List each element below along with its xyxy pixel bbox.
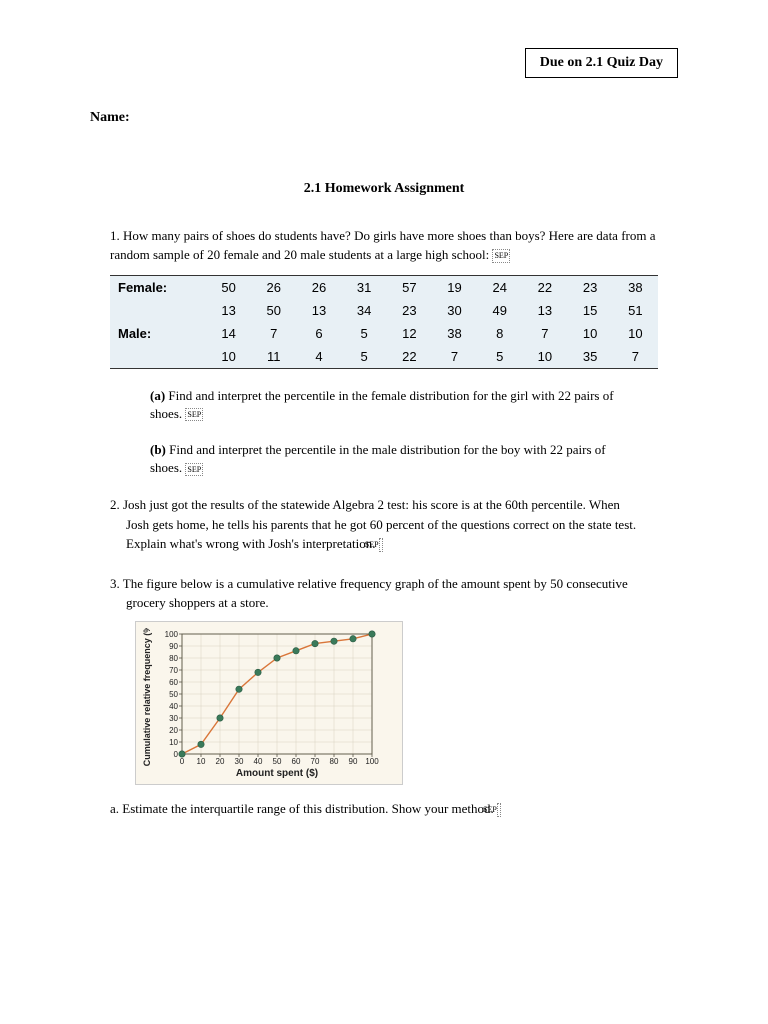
table-cell: 11	[251, 345, 296, 369]
table-cell: 34	[342, 299, 387, 322]
svg-text:10: 10	[197, 757, 206, 766]
q3-intro-text: 3. The figure below is a cumulative rela…	[110, 576, 628, 611]
name-label: Name:	[90, 110, 678, 126]
q1b-label: (b)	[150, 442, 166, 457]
table-cell: 7	[613, 345, 658, 369]
table-cell: 51	[613, 299, 658, 322]
q1b-text: Find and interpret the percentile in the…	[150, 442, 606, 475]
svg-text:30: 30	[169, 714, 178, 723]
due-date-box: Due on 2.1 Quiz Day	[525, 48, 678, 78]
table-cell: 50	[206, 275, 251, 299]
svg-text:40: 40	[169, 702, 178, 711]
table-cell: 5	[342, 322, 387, 345]
svg-text:70: 70	[311, 757, 320, 766]
table-cell: 7	[522, 322, 567, 345]
svg-text:70: 70	[169, 666, 178, 675]
q2: 2. Josh just got the results of the stat…	[110, 495, 638, 554]
table-cell: 50	[251, 299, 296, 322]
svg-text:90: 90	[169, 642, 178, 651]
table-cell: 15	[568, 299, 613, 322]
svg-text:20: 20	[169, 726, 178, 735]
table-cell: 57	[387, 275, 432, 299]
table-cell: 23	[568, 275, 613, 299]
table-cell: 10	[206, 345, 251, 369]
q3-intro: 3. The figure below is a cumulative rela…	[110, 574, 638, 613]
svg-text:Amount spent ($): Amount spent ($)	[236, 768, 318, 779]
table-cell: 10	[568, 322, 613, 345]
svg-text:0: 0	[180, 757, 185, 766]
table-cell: 22	[387, 345, 432, 369]
q1-part-b: (b) Find and interpret the percentile in…	[150, 441, 638, 477]
table-cell: 5	[477, 345, 522, 369]
table-cell: 35	[568, 345, 613, 369]
q3-part-a: a. Estimate the interquartile range of t…	[110, 799, 638, 819]
svg-text:50: 50	[273, 757, 282, 766]
table-cell: 31	[342, 275, 387, 299]
chart-svg: 00 10 10 20 20 30 30 40 40 50 50 60 60 70 70 80 80 90 90 10…	[138, 628, 380, 780]
svg-text:10: 10	[169, 738, 178, 747]
table-cell: 6	[296, 322, 341, 345]
q1a-text: Find and interpret the percentile in the…	[150, 388, 614, 421]
q1-intro-text: 1. How many pairs of shoes do students h…	[110, 228, 656, 262]
sep-marker: SEP	[185, 463, 203, 476]
table-cell: 8	[477, 322, 522, 345]
table-cell: 38	[613, 275, 658, 299]
svg-text:0: 0	[174, 750, 179, 759]
table-cell: 49	[477, 299, 522, 322]
svg-text:60: 60	[169, 678, 178, 687]
table-cell: 13	[522, 299, 567, 322]
table-cell: 23	[387, 299, 432, 322]
svg-text:40: 40	[254, 757, 263, 766]
cumulative-frequency-chart: 00 10 10 20 20 30 30 40 40 50 50 60 60 70 70 80 80 90 90 10…	[135, 621, 403, 785]
table-cell: 22	[522, 275, 567, 299]
sep-marker: SEP	[492, 249, 510, 263]
q1-intro: 1. How many pairs of shoes do students h…	[110, 227, 658, 265]
shoe-data-table: Female:502626315719242223381350133423304…	[110, 275, 658, 369]
svg-text:100: 100	[165, 630, 179, 639]
sep-marker: SEP	[497, 803, 501, 817]
table-cell: 7	[251, 322, 296, 345]
table-cell: 26	[296, 275, 341, 299]
table-cell: 24	[477, 275, 522, 299]
table-cell: 5	[342, 345, 387, 369]
svg-text:90: 90	[349, 757, 358, 766]
table-cell: 38	[432, 322, 477, 345]
table-cell: 26	[251, 275, 296, 299]
svg-text:30: 30	[235, 757, 244, 766]
table-cell: 4	[296, 345, 341, 369]
table-cell: 10	[613, 322, 658, 345]
table-cell: 13	[296, 299, 341, 322]
svg-text:50: 50	[169, 690, 178, 699]
due-date-text: Due on 2.1 Quiz Day	[540, 55, 663, 70]
table-cell: 12	[387, 322, 432, 345]
table-cell: 10	[522, 345, 567, 369]
q1-part-a: (a) Find and interpret the percentile in…	[150, 387, 638, 423]
sep-marker: SEP	[379, 538, 383, 552]
svg-text:80: 80	[330, 757, 339, 766]
q3a-text: a. Estimate the interquartile range of t…	[110, 801, 494, 816]
svg-text:80: 80	[169, 654, 178, 663]
svg-text:60: 60	[292, 757, 301, 766]
svg-text:Cumulative relative frequency: Cumulative relative frequency (%)	[142, 628, 152, 766]
q1a-label: (a)	[150, 388, 165, 403]
sep-marker: SEP	[185, 408, 203, 421]
page-title: 2.1 Homework Assignment	[90, 181, 678, 197]
table-cell: 14	[206, 322, 251, 345]
svg-text:100: 100	[365, 757, 379, 766]
svg-text:20: 20	[216, 757, 225, 766]
table-cell: 13	[206, 299, 251, 322]
table-cell: 19	[432, 275, 477, 299]
table-row-label: Female:	[110, 275, 206, 299]
table-cell: 30	[432, 299, 477, 322]
table-row-label: Male:	[110, 322, 206, 345]
table-row-label	[110, 299, 206, 322]
table-cell: 7	[432, 345, 477, 369]
table-row-label	[110, 345, 206, 369]
